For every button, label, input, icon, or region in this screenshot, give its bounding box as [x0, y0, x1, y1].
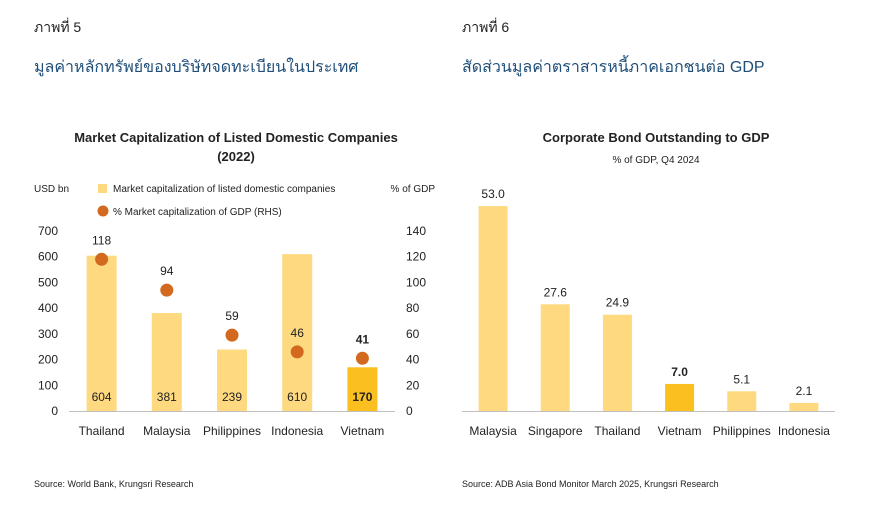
left-y-tick-label: 100	[38, 378, 58, 392]
right-bar-value-label: 24.9	[606, 296, 630, 310]
right-x-tick-label: Vietnam	[658, 424, 702, 438]
legend-dot-label: % Market capitalization of GDP (RHS)	[113, 207, 282, 218]
left-dot-value-label: 46	[291, 326, 305, 340]
left-y2-tick-label: 20	[406, 378, 420, 392]
legend-dot-swatch	[97, 205, 109, 217]
left-y2-tick-label: 140	[406, 224, 426, 238]
left-x-tick-label: Thailand	[79, 424, 125, 438]
left-figure-heading: มูลค่าหลักทรัพย์ของบริษัทจดทะเบียนในประเ…	[34, 59, 359, 76]
left-dot-malaysia	[160, 283, 174, 297]
left-bar-value-label: 170	[352, 390, 372, 404]
right-bar-value-label: 2.1	[796, 384, 813, 398]
left-y-tick-label: 500	[38, 275, 58, 289]
left-y-tick-label: 600	[38, 250, 58, 264]
left-y-axis-label: USD bn	[34, 184, 69, 195]
left-y2-tick-label: 80	[406, 301, 420, 315]
right-chart-title: Corporate Bond Outstanding to GDP	[543, 130, 770, 145]
left-y2-tick-label: 60	[406, 327, 420, 341]
left-bar-thailand	[86, 255, 117, 411]
left-chart-subtitle: (2022)	[217, 149, 255, 164]
left-figure-label: ภาพที่ 5	[34, 19, 82, 35]
left-y-tick-label: 200	[38, 353, 58, 367]
left-bar-indonesia	[282, 254, 313, 411]
left-x-tick-label: Vietnam	[340, 424, 384, 438]
left-dot-value-label: 41	[356, 332, 370, 346]
left-dot-indonesia	[290, 345, 304, 359]
right-bar-singapore	[540, 304, 570, 411]
left-y2-tick-label: 40	[406, 353, 420, 367]
right-bar-value-label: 53.0	[481, 187, 505, 201]
left-y2-tick-label: 100	[406, 275, 426, 289]
legend-bar-label: Market capitalization of listed domestic…	[113, 184, 335, 195]
left-x-tick-label: Malaysia	[143, 424, 191, 438]
right-x-tick-label: Indonesia	[778, 424, 830, 438]
right-x-tick-label: Malaysia	[469, 424, 517, 438]
left-y2-tick-label: 0	[406, 404, 413, 418]
left-y-tick-label: 400	[38, 301, 58, 315]
left-bar-value-label: 381	[157, 390, 177, 404]
right-figure-label: ภาพที่ 6	[462, 19, 510, 35]
left-dot-philippines	[225, 328, 239, 342]
right-bar-thailand	[602, 314, 632, 411]
left-dot-value-label: 59	[225, 309, 239, 323]
right-bar-vietnam	[665, 383, 695, 411]
right-x-tick-label: Philippines	[713, 424, 771, 438]
left-bar-malaysia	[151, 313, 182, 411]
right-bar-indonesia	[789, 402, 819, 411]
right-x-tick-label: Singapore	[528, 424, 583, 438]
right-plot-area: 53.0 Malaysia 27.6 Singapore 24.9 Thailand 7.0…	[462, 187, 835, 438]
left-bar-value-label: 610	[287, 390, 307, 404]
right-figure-heading: สัดส่วนมูลค่าตราสารหนี้ภาคเอกชนต่อ GDP	[462, 59, 765, 76]
right-bar-value-label: 27.6	[544, 285, 568, 299]
left-source-note: Source: World Bank, Krungsri Research	[34, 479, 194, 489]
left-dot-thailand	[95, 252, 109, 266]
left-bar-value-label: 239	[222, 390, 242, 404]
left-dot-value-label: 94	[160, 264, 174, 278]
left-chart-title: Market Capitalization of Listed Domestic…	[74, 130, 398, 145]
right-bar-malaysia	[478, 206, 508, 411]
right-bar-value-label: 5.1	[733, 372, 750, 386]
left-dot-value-label: 118	[92, 233, 111, 247]
left-plot-area: 0 100 200 300 400 500 600 700 0 20 40 60 80 100 120 140…	[38, 224, 426, 438]
left-y-tick-label: 0	[51, 404, 58, 418]
right-bar-philippines	[727, 391, 757, 411]
left-y-tick-label: 700	[38, 224, 58, 238]
right-source-note: Source: ADB Asia Bond Monitor March 2025…	[462, 479, 719, 489]
left-dot-vietnam	[355, 351, 369, 365]
right-chart-subtitle: % of GDP, Q4 2024	[612, 155, 700, 166]
left-x-tick-label: Indonesia	[271, 424, 323, 438]
left-bar-philippines	[217, 349, 247, 411]
right-x-tick-label: Thailand	[594, 424, 640, 438]
left-bar-value-label: 604	[92, 390, 112, 404]
left-y-tick-label: 300	[38, 327, 58, 341]
right-bar-value-label: 7.0	[671, 365, 688, 379]
legend-bar-swatch	[98, 184, 107, 193]
left-y2-tick-label: 120	[406, 250, 426, 264]
left-x-tick-label: Philippines	[203, 424, 261, 438]
left-y2-axis-label: % of GDP	[391, 184, 436, 195]
left-bar-vietnam	[347, 367, 378, 411]
